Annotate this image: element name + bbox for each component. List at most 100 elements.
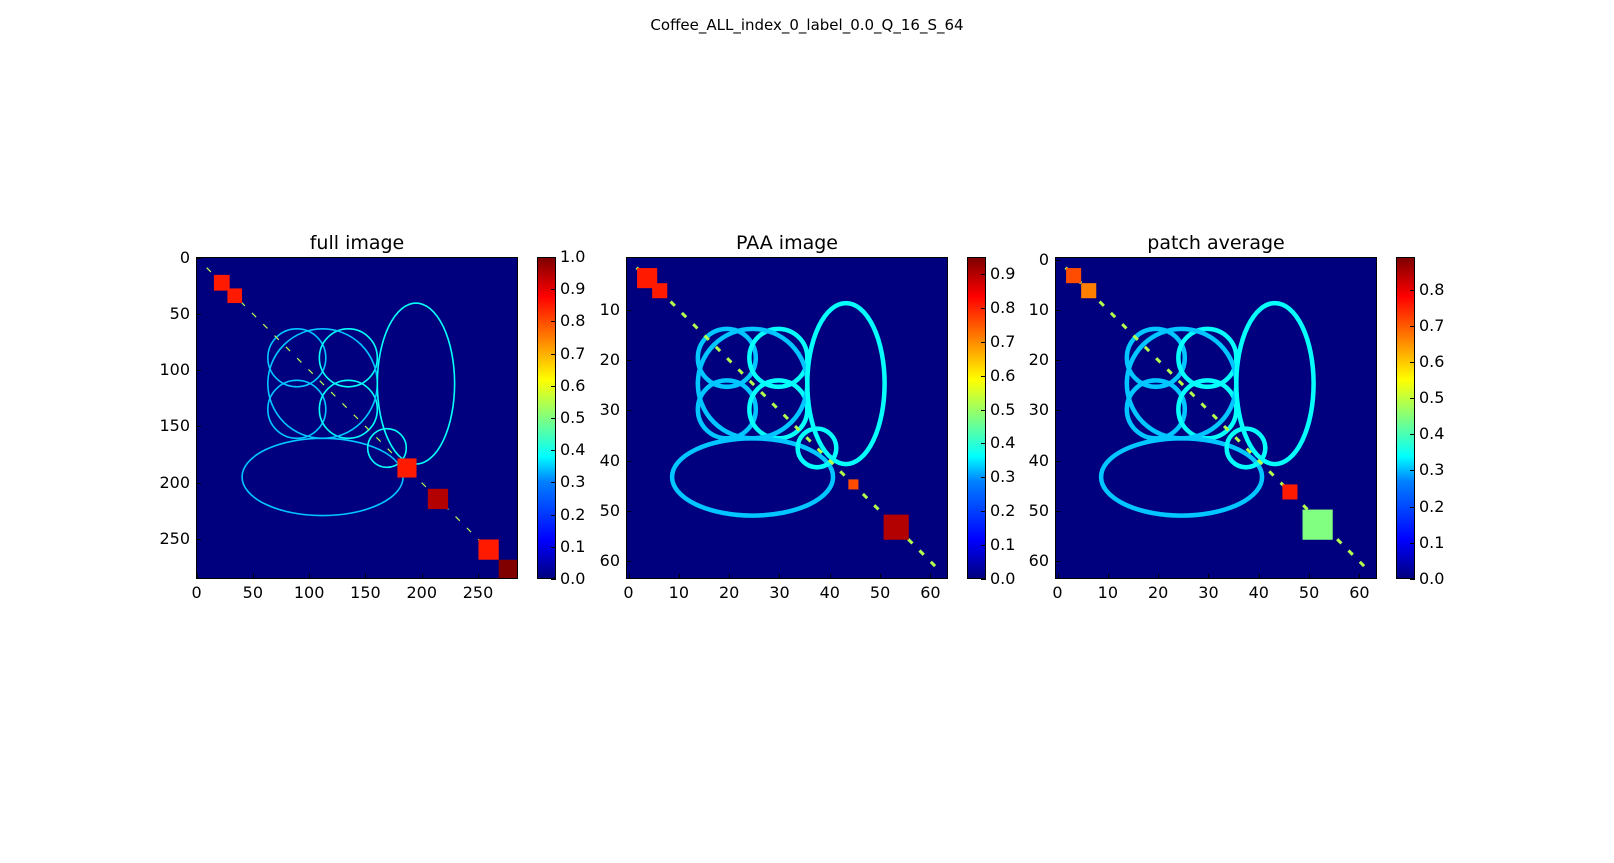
x-tick-mark	[678, 574, 680, 579]
pattern-ring	[366, 427, 408, 469]
pattern-ring	[805, 300, 887, 467]
x-tick-mark	[1309, 574, 1311, 579]
x-tick-label: 150	[350, 583, 381, 602]
colorbar-tick-label: 0.4	[560, 440, 586, 460]
y-tick-mark	[196, 370, 201, 372]
x-tick-mark	[628, 574, 630, 579]
colorbar-tick-mark	[1410, 325, 1415, 327]
y-tick-mark	[196, 426, 201, 428]
y-tick-mark	[196, 482, 201, 484]
colorbar-tick-mark	[1410, 398, 1415, 400]
colorbar-tick-label: 0.3	[990, 467, 1016, 487]
x-tick-mark	[196, 574, 198, 579]
colorbar-tick-mark	[551, 353, 556, 355]
x-tick-mark	[365, 574, 367, 579]
heatmap-cell-block	[883, 514, 909, 540]
colorbar-tick-label: 0.2	[990, 501, 1016, 521]
y-tick-label: 0	[179, 247, 190, 267]
x-tick-mark	[421, 574, 423, 579]
colorbar-tick-mark	[1410, 361, 1415, 363]
y-tick-mark	[626, 410, 631, 412]
heatmap-svg	[206, 267, 517, 578]
heatmap-cell-block	[227, 288, 243, 304]
colorbar-tick-label: 0.4	[1419, 424, 1445, 444]
pattern-diagonal	[206, 267, 510, 571]
colorbar-tick-label: 0.7	[990, 331, 1016, 351]
y-tick-label: 40	[599, 450, 620, 470]
colorbar-tick-label: 0.8	[1419, 279, 1445, 299]
x-tick-label: 200	[406, 583, 437, 602]
colorbar-tick-label: 0.2	[560, 504, 586, 524]
colorbar-tick-mark	[551, 385, 556, 387]
y-tick-mark	[626, 309, 631, 311]
y-tick-label: 50	[599, 501, 620, 521]
y-tick-label: 50	[1028, 501, 1049, 521]
y-tick-mark	[1055, 410, 1060, 412]
y-tick-label: 150	[159, 416, 190, 436]
x-tick-label: 10	[1097, 583, 1118, 602]
x-tick-label: 0	[1052, 583, 1063, 602]
colorbar-tick-mark	[551, 321, 556, 323]
pattern-ring	[795, 426, 839, 470]
colorbar-tick-label: 0.7	[1419, 315, 1445, 335]
pattern-ring	[318, 379, 379, 440]
colorbar-tick-label: 0.2	[1419, 496, 1445, 516]
y-tick-mark	[1055, 460, 1060, 462]
colorbar-tick-label: 0.9	[560, 279, 586, 299]
x-tick-label: 100	[293, 583, 325, 602]
y-tick-mark	[626, 460, 631, 462]
x-tick-mark	[829, 574, 831, 579]
colorbar-tick-label: 0.3	[1419, 460, 1445, 480]
colorbar-tick-mark	[981, 409, 986, 411]
pattern-ring	[241, 437, 404, 517]
x-tick-mark	[252, 574, 254, 579]
x-tick-label: 20	[1147, 583, 1169, 602]
y-tick-label: 10	[599, 299, 620, 319]
x-tick-mark	[1057, 574, 1059, 579]
y-tick-mark	[1055, 360, 1060, 362]
y-tick-label: 60	[1028, 551, 1049, 571]
colorbar-tick-mark	[1410, 579, 1415, 580]
y-tick-label: 200	[159, 472, 190, 492]
pattern-ring	[669, 436, 836, 518]
heatmap-cell-block	[652, 283, 668, 299]
pattern-ring	[1224, 426, 1268, 470]
y-tick-mark	[1055, 511, 1060, 513]
y-tick-mark	[196, 257, 201, 259]
x-tick-label: 10	[668, 583, 689, 602]
x-tick-mark	[1258, 574, 1260, 579]
colorbar-tick-mark	[551, 514, 556, 516]
y-tick-label: 10	[1028, 299, 1049, 319]
colorbar-tick-label: 0.0	[560, 569, 586, 588]
heatmap-svg	[1064, 266, 1370, 572]
colorbar-tick-mark	[981, 579, 986, 580]
colorbar-tick-mark	[981, 443, 986, 445]
x-tick-label: 250	[462, 583, 494, 602]
colorbar-tick-mark	[551, 482, 556, 484]
figure-suptitle: Coffee_ALL_index_0_label_0.0_Q_16_S_64	[650, 16, 964, 34]
y-tick-label: 250	[159, 529, 190, 549]
colorbar-tick-label: 0.8	[990, 297, 1016, 317]
heatmap-cell-block	[427, 488, 449, 510]
x-tick-mark	[729, 574, 731, 579]
pattern-ring	[1234, 300, 1316, 467]
y-tick-label: 100	[159, 360, 190, 380]
x-tick-label: 50	[242, 583, 264, 602]
colorbar-tick-label: 0.6	[1419, 351, 1445, 371]
heatmap-cell-block	[1282, 484, 1298, 500]
pattern-ring	[1124, 326, 1188, 390]
heatmap-cell-block	[498, 559, 517, 578]
heatmap-cell-block	[1302, 509, 1333, 540]
colorbar-tick-label: 0.6	[990, 365, 1016, 385]
colorbar-tick-label: 0.5	[990, 399, 1016, 419]
recurrence-pattern	[206, 267, 510, 571]
heatmap-plot-area	[626, 257, 948, 579]
y-tick-label: 60	[599, 551, 620, 571]
colorbar-tick-mark	[551, 289, 556, 291]
colorbar-tick-label: 0.0	[990, 569, 1016, 588]
colorbar-tick-label: 1.0	[560, 247, 586, 266]
heatmap-plot-area	[196, 257, 518, 579]
colorbar-tick-label: 0.6	[560, 375, 586, 395]
heatmap-cell-block	[397, 458, 417, 478]
colorbar-tick-mark	[981, 375, 986, 377]
